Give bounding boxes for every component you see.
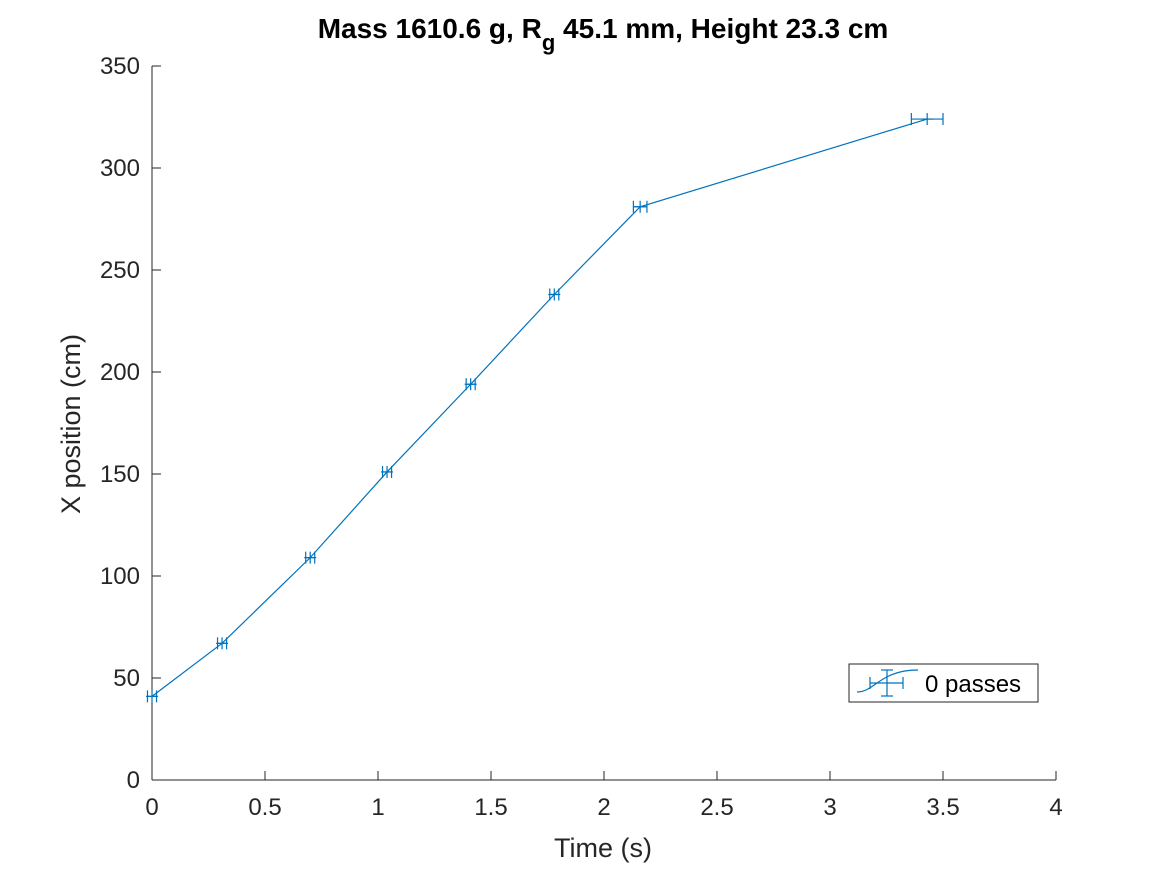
x-tick-label: 1 <box>371 794 384 821</box>
data-point <box>304 551 317 564</box>
plot-axes: 0 0.5 1 1.5 2 2.5 3 3.5 4 0 50 100 150 200 250 300 350 <box>100 53 1063 821</box>
y-axis-label: X position (cm) <box>56 334 86 514</box>
chart-title-suffix: 45.1 mm, Height 23.3 cm <box>555 13 888 44</box>
y-tick-label: 250 <box>100 257 140 284</box>
series-line <box>151 118 928 697</box>
y-tick-label: 150 <box>100 461 140 488</box>
x-tick-label: 4 <box>1049 794 1062 821</box>
chart-title-subscript: g <box>542 30 555 55</box>
x-tick-label: 1.5 <box>474 794 507 821</box>
x-tick-label: 0.5 <box>248 794 281 821</box>
data-point <box>464 378 477 391</box>
y-tick-label: 350 <box>100 53 140 80</box>
legend-line-sample <box>856 669 919 693</box>
x-tick-label: 2.5 <box>700 794 733 821</box>
data-point <box>146 690 158 703</box>
data-point <box>548 288 561 301</box>
legend-series-glyph <box>856 669 919 697</box>
chart-title-prefix: Mass 1610.6 g, R <box>318 13 542 44</box>
y-tick-label: 0 <box>127 767 140 794</box>
data-point <box>381 465 394 478</box>
y-tick-label: 200 <box>100 359 140 386</box>
x-tick-label: 0 <box>145 794 158 821</box>
legend: 0 passes <box>848 663 1039 703</box>
y-tick-label: 100 <box>100 563 140 590</box>
x-tick-label: 3 <box>823 794 836 821</box>
y-tick-label: 50 <box>113 665 140 692</box>
data-point <box>910 113 944 126</box>
series-layer <box>146 113 944 703</box>
x-tick-label: 2 <box>597 794 610 821</box>
y-tick-label: 300 <box>100 155 140 182</box>
x-axis-label: Time (s) <box>554 833 652 863</box>
chart-title: Mass 1610.6 g, Rg 45.1 mm, Height 23.3 c… <box>318 13 889 55</box>
data-point <box>632 200 648 213</box>
legend-entry-label: 0 passes <box>925 671 1021 698</box>
data-point <box>216 637 229 650</box>
x-tick-label: 3.5 <box>926 794 959 821</box>
